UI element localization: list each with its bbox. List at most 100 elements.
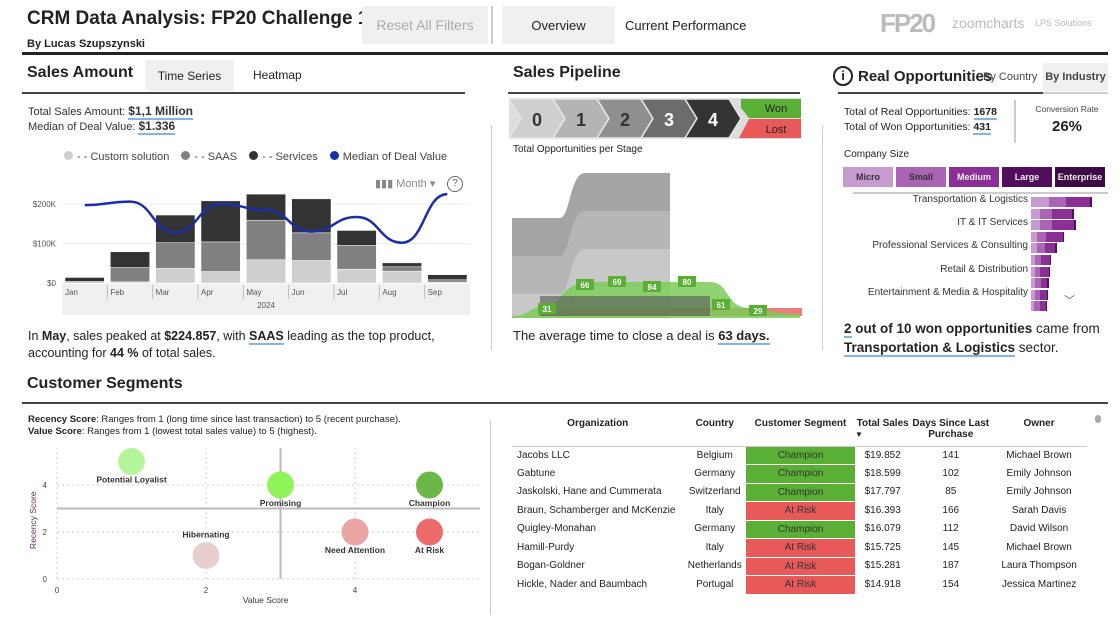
info-icon[interactable]: i — [833, 66, 853, 86]
help-icon[interactable]: ? — [447, 176, 463, 192]
size-filter-medium[interactable]: Medium — [949, 167, 999, 187]
size-filter-micro[interactable]: Micro — [843, 167, 893, 187]
column-header[interactable]: Organization — [512, 414, 683, 446]
table-row[interactable]: Jaskolski, Hane and Cummerata Switzerland… — [512, 483, 1087, 502]
industry-bar-segment[interactable] — [1040, 278, 1048, 289]
y-tick-label: 2 — [43, 528, 48, 537]
x-tick-label: Jan — [65, 288, 78, 297]
industry-bar-segment[interactable] — [1031, 220, 1040, 231]
industry-bar-segment[interactable] — [1048, 197, 1066, 207]
table-cell: At Risk — [746, 575, 855, 595]
industry-bar-segment[interactable] — [1031, 231, 1037, 242]
column-header[interactable]: Country — [683, 414, 746, 446]
industry-bar-segment[interactable] — [1031, 278, 1036, 289]
industry-bar-segment[interactable] — [1052, 220, 1074, 231]
table-row[interactable]: Braun, Schamberger and McKenzie Italy At R… — [512, 501, 1087, 521]
legend-item[interactable]: Median of Deal Value — [329, 151, 447, 163]
size-filter-enterprise[interactable]: Enterprise — [1055, 167, 1105, 187]
column-header[interactable]: Customer Segment — [746, 414, 855, 446]
pipeline-subtitle: Total Opportunities per Stage — [513, 144, 643, 155]
scroll-down-icon[interactable]: ﹀ — [1064, 295, 1075, 307]
table-row[interactable]: Jacobs LLC Belgium Champion $19.852 141 Micha… — [512, 446, 1087, 465]
tab-by-country[interactable]: By Country — [983, 71, 1038, 83]
conversion-value: 26% — [1051, 118, 1083, 135]
bar-may — [246, 219, 286, 260]
industry-bar-segment[interactable] — [1036, 243, 1046, 254]
industry-bar-segment[interactable] — [1035, 278, 1041, 289]
table-cell: $18.599 — [864, 467, 901, 479]
column-header[interactable]: Days Since Last Purchase — [910, 414, 991, 446]
industry-bar-segment[interactable] — [1031, 208, 1040, 219]
industry-bar-segment[interactable] — [1036, 231, 1046, 242]
tab-heatmap[interactable]: Heatmap — [253, 68, 302, 82]
industry-bar-segment[interactable] — [1034, 266, 1041, 277]
scrollbar[interactable] — [1095, 415, 1101, 423]
legend-item[interactable]: - - Services — [249, 151, 318, 163]
sort-desc-icon[interactable]: ▼ — [854, 430, 863, 439]
reset-filters-button[interactable]: Reset All Filters — [362, 6, 488, 44]
segment-scatter: 0 2 4 0 2 4 Value Score Recency Score Potential … — [28, 448, 480, 605]
industry-bar-segment[interactable] — [1031, 289, 1035, 300]
industry-bar-segment[interactable] — [1035, 255, 1041, 265]
x-tick-label: Sep — [428, 288, 443, 297]
granularity-dropdown[interactable]: ▮▮▮ Month ▾ — [375, 178, 436, 190]
industry-bar-segment[interactable] — [1073, 220, 1077, 231]
bar-jun — [291, 232, 332, 261]
industry-bar-segment[interactable] — [1072, 208, 1075, 219]
industry-bar-segment[interactable] — [1034, 289, 1041, 300]
industry-bar-segment[interactable] — [1040, 266, 1050, 277]
column-header[interactable]: Total Sales ▼ — [855, 414, 910, 446]
industry-bar-segment[interactable] — [1065, 197, 1090, 207]
tab-by-industry[interactable]: By Industry — [1043, 63, 1108, 91]
industry-bar-segment[interactable] — [1039, 301, 1046, 312]
won-count-box — [576, 279, 594, 290]
nav-current-performance[interactable]: Current Performance — [625, 18, 747, 33]
size-filter-large[interactable]: Large — [1002, 167, 1052, 187]
nav-overview[interactable]: Overview — [502, 6, 615, 44]
won-count-label: 29 — [754, 307, 763, 316]
industry-bar-segment[interactable] — [1047, 289, 1049, 300]
industry-bar-segment[interactable] — [1031, 197, 1049, 207]
segment-point — [118, 448, 145, 475]
industry-bar-segment[interactable] — [1031, 301, 1034, 312]
industry-bar-segment[interactable] — [1040, 255, 1051, 265]
industry-bar-segment[interactable] — [1031, 266, 1035, 277]
customer-table[interactable]: Organization Country Customer Segment Total… — [512, 414, 1090, 614]
size-filter-small[interactable]: Small — [896, 167, 946, 187]
industry-bar-segment[interactable] — [1052, 208, 1073, 219]
industry-bar-segment[interactable] — [1031, 255, 1036, 265]
industry-bar-segment[interactable] — [1039, 220, 1053, 231]
industry-bar-segment[interactable] — [1062, 231, 1065, 242]
industry-bar-segment[interactable] — [1033, 301, 1040, 312]
pipeline-title: Sales Pipeline — [513, 64, 621, 81]
legend-item[interactable]: - - SAAS — [181, 151, 237, 163]
table-row[interactable]: Hamill-Purdy Italy At Risk $15.725 145 Michae… — [512, 538, 1087, 558]
industry-bar-segment[interactable] — [1045, 243, 1056, 254]
bar-feb — [110, 251, 150, 268]
industry-bar-segment[interactable] — [1045, 231, 1063, 242]
header-rule — [22, 52, 1108, 55]
table-row[interactable]: Quigley-Monahan Germany Champion $16.079 112… — [512, 520, 1087, 539]
industry-bar-segment[interactable] — [1050, 255, 1051, 265]
legend-item[interactable]: - - Custom solution — [64, 151, 169, 163]
industry-bar-segment[interactable] — [1047, 278, 1049, 289]
x-tick-label: 2 — [204, 586, 209, 595]
x-tick-label: May — [246, 288, 261, 297]
column-header[interactable]: Owner — [991, 414, 1087, 446]
table-row[interactable]: Hickle, Nader and Baumbach Portugal At Ris… — [512, 575, 1087, 595]
industry-bar-segment[interactable] — [1040, 289, 1048, 300]
industry-bar-segment[interactable] — [1045, 301, 1047, 312]
industry-bar-segment[interactable] — [1031, 243, 1037, 254]
industry-bar-segment[interactable] — [1055, 243, 1058, 254]
table-row[interactable]: Gabtune Germany Champion $18.599 102 Emily Jo… — [512, 464, 1087, 484]
table-cell: Michael Brown — [1006, 541, 1072, 553]
tab-time-series[interactable]: Time Series — [145, 60, 234, 91]
table-cell: 102 — [942, 467, 960, 479]
pipeline-stages[interactable]: 0 1 2 3 4 Won Lost — [509, 98, 801, 139]
industry-bar-segment[interactable] — [1039, 208, 1053, 219]
total-sales-value: $1,1 Million — [128, 104, 193, 120]
industry-bar-segment[interactable] — [1089, 197, 1093, 207]
industry-bar-segment[interactable] — [1049, 266, 1051, 277]
y-tick-label: $200K — [33, 200, 57, 209]
table-row[interactable]: Bogan-Goldner Netherlands At Risk $15.281 18… — [512, 557, 1087, 576]
